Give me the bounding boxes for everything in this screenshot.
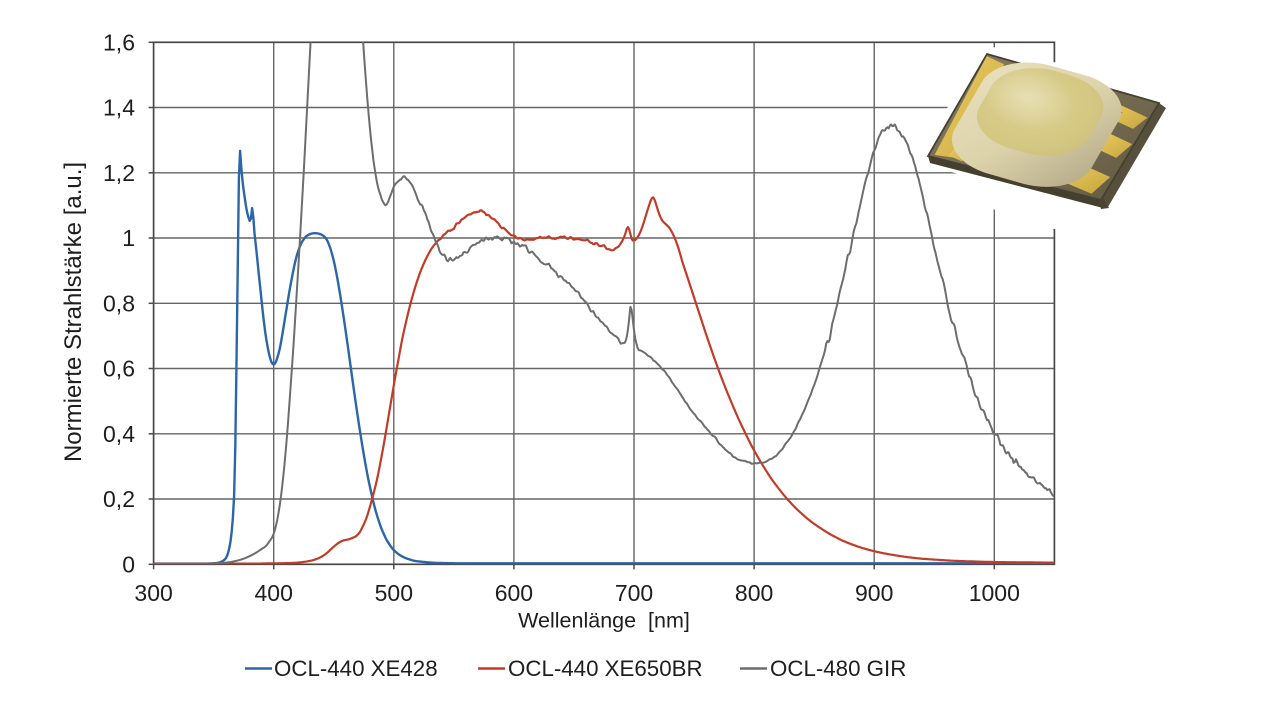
svg-text:400: 400 xyxy=(255,580,293,606)
svg-text:0,8: 0,8 xyxy=(103,290,135,316)
svg-text:1,6: 1,6 xyxy=(103,29,135,55)
svg-text:1,2: 1,2 xyxy=(103,160,135,186)
svg-text:0,6: 0,6 xyxy=(103,356,135,382)
svg-text:OCL-440 XE650BR: OCL-440 XE650BR xyxy=(508,656,703,681)
svg-text:0,4: 0,4 xyxy=(103,421,135,447)
svg-text:300: 300 xyxy=(134,580,172,606)
svg-text:500: 500 xyxy=(375,580,413,606)
svg-text:Wellenlänge [nm]: Wellenlänge [nm] xyxy=(518,609,690,633)
svg-text:1,4: 1,4 xyxy=(103,95,135,121)
svg-text:OCL-480 GIR: OCL-480 GIR xyxy=(770,656,906,681)
svg-text:0,2: 0,2 xyxy=(103,486,135,512)
svg-text:0: 0 xyxy=(122,551,135,577)
svg-text:OCL-440 XE428: OCL-440 XE428 xyxy=(274,656,438,681)
svg-text:Normierte Strahlstärke [a.u.]: Normierte Strahlstärke [a.u.] xyxy=(60,162,87,462)
svg-text:1000: 1000 xyxy=(969,580,1020,606)
svg-text:600: 600 xyxy=(495,580,533,606)
svg-text:700: 700 xyxy=(615,580,653,606)
svg-text:800: 800 xyxy=(735,580,773,606)
svg-text:1: 1 xyxy=(122,225,135,251)
svg-text:900: 900 xyxy=(855,580,893,606)
